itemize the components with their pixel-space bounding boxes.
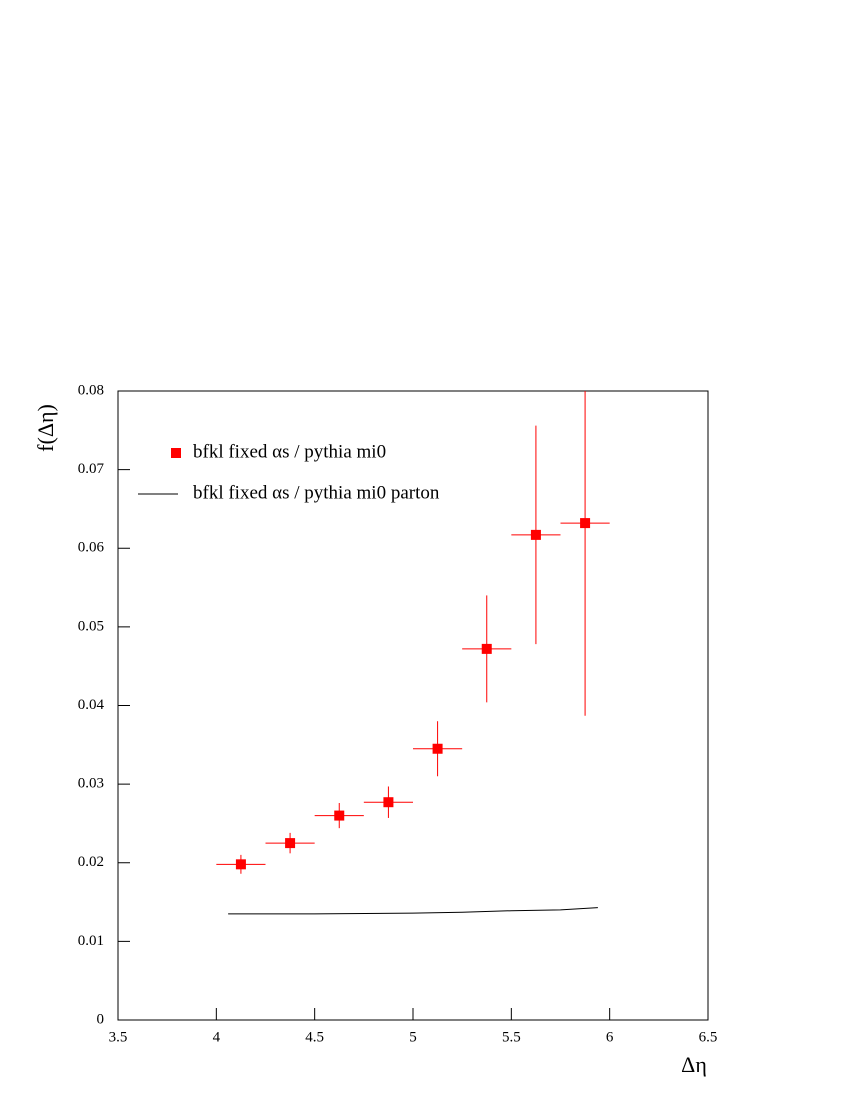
marker [530, 529, 541, 540]
y-tick-label: 0.06 [78, 540, 105, 556]
y-tick-label: 0 [97, 1011, 105, 1027]
marker [580, 518, 591, 529]
marker [334, 810, 345, 821]
y-tick-label: 0.04 [78, 697, 105, 713]
marker [432, 743, 443, 754]
marker [383, 797, 394, 808]
x-tick-label: 6.5 [699, 1029, 718, 1045]
x-tick-label: 5.5 [502, 1029, 521, 1045]
x-tick-label: 6 [606, 1029, 614, 1045]
legend-label: bfkl fixed αs / pythia mi0 [193, 441, 386, 462]
legend-label: bfkl fixed αs / pythia mi0 parton [193, 482, 440, 503]
y-tick-label: 0.03 [78, 776, 104, 792]
y-tick-label: 0.01 [78, 933, 104, 949]
marker [481, 643, 492, 654]
legend-marker [171, 448, 181, 458]
y-tick-label: 0.07 [78, 461, 105, 477]
line [228, 907, 598, 915]
y-tick-label: 0.02 [78, 854, 104, 870]
x-tick-label: 4.5 [305, 1029, 324, 1045]
y-tick-label: 0.05 [78, 618, 104, 634]
x-tick-label: 4 [213, 1029, 221, 1045]
x-axis-label: Δη [681, 1052, 707, 1077]
plot-area [216, 391, 610, 915]
y-axis-label: f(Δη) [33, 404, 58, 452]
marker [235, 859, 246, 870]
marker [285, 838, 296, 849]
y-tick-label: 0.08 [78, 382, 104, 398]
x-tick-label: 3.5 [109, 1029, 128, 1045]
x-tick-label: 5 [409, 1029, 417, 1045]
